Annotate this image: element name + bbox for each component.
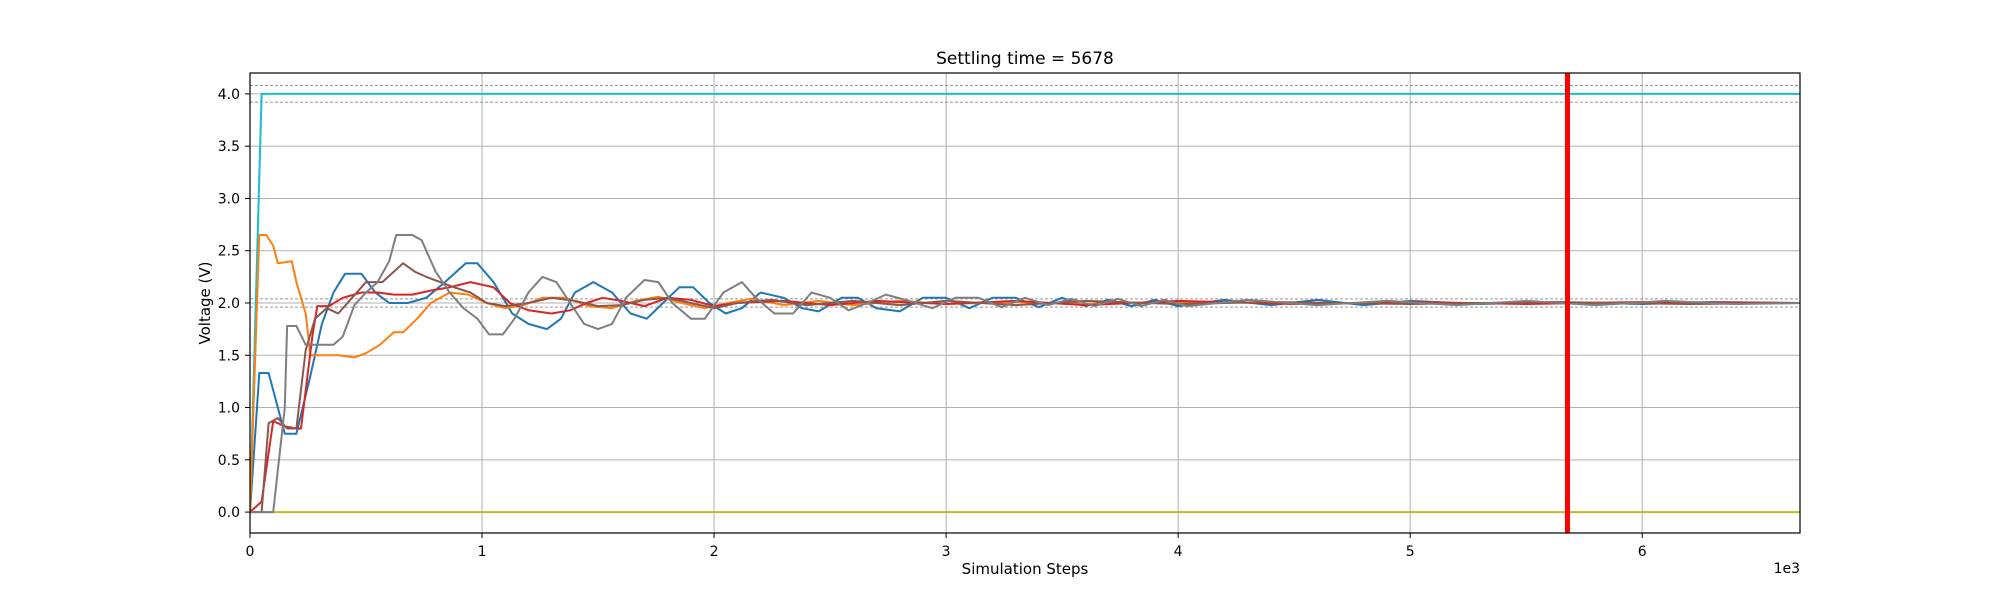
x-tick-label: 5 [1406,544,1415,560]
x-tick-label: 6 [1638,544,1647,560]
x-tick-label: 4 [1174,544,1183,560]
y-tick-label: 3.0 [218,191,240,207]
x-axis-offset-label: 1e3 [1774,561,1800,577]
axes [245,72,1801,538]
x-axis-label: Simulation Steps [962,560,1089,578]
x-tick-label: 3 [942,544,951,560]
x-tick-label: 1 [478,544,487,560]
y-tick-label: 4.0 [218,87,240,103]
y-axis-label: Voltage (V) [196,262,214,345]
series-line-4 [250,234,1800,513]
series-line-5 [250,281,1800,513]
grid-lines [249,73,1800,533]
data-series [250,92,1800,514]
y-tick-label: 2.0 [218,296,240,312]
y-tick-label: 0.0 [218,505,240,521]
y-tick-label: 1.5 [218,348,240,364]
y-tick-label: 1.0 [218,401,240,417]
tick-labels: 0 1 2 3 4 5 6 0.0 0.5 1.0 1.5 2.0 2.5 3.0 3.5 4.0 [218,87,1647,560]
x-tick-label: 0 [246,544,255,560]
chart-title: Settling time = 5678 [936,49,1114,69]
series-line-7 [250,234,1800,514]
y-tick-label: 2.5 [218,244,240,260]
y-tick-label: 0.5 [218,453,240,469]
x-tick-label: 2 [710,544,719,560]
y-tick-label: 3.5 [218,139,240,155]
